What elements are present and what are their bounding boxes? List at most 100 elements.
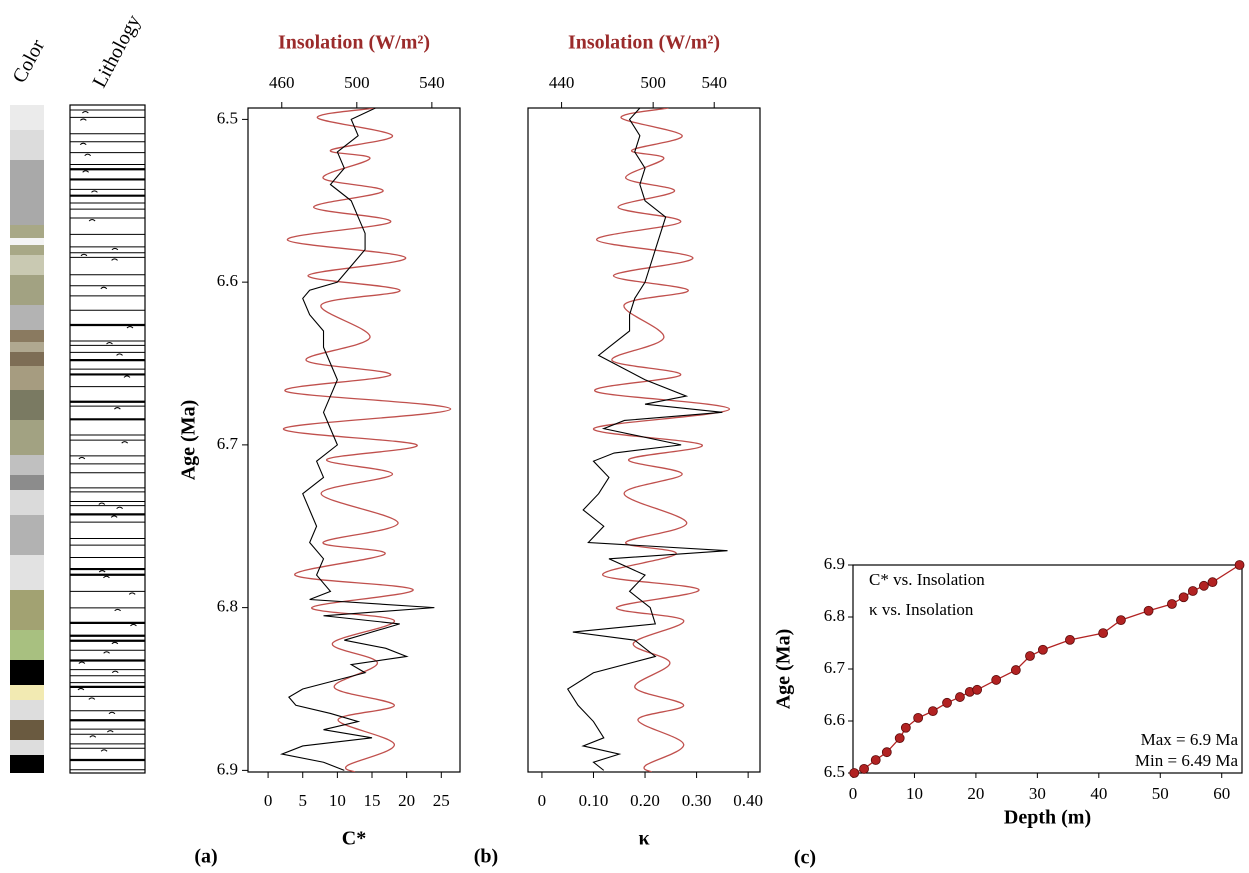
x-tick-label: 10 bbox=[329, 791, 346, 810]
x-axis-label: κ bbox=[638, 828, 649, 850]
x-tick-label: 20 bbox=[967, 784, 984, 803]
color-band bbox=[10, 740, 44, 755]
lithology-symbol bbox=[91, 190, 98, 193]
x2-tick-label: 460 bbox=[269, 73, 295, 92]
color-band bbox=[10, 255, 44, 275]
x2-tick-label: 500 bbox=[640, 73, 666, 92]
data-point bbox=[1116, 615, 1126, 626]
proxy-curve bbox=[279, 108, 435, 771]
y-axis-label: Age (Ma) bbox=[178, 400, 200, 481]
data-point bbox=[1010, 665, 1021, 675]
y-tick-label: 6.5 bbox=[824, 762, 845, 781]
data-point bbox=[1207, 577, 1218, 588]
lithology-symbol bbox=[77, 687, 85, 691]
x-tick-label: 25 bbox=[433, 791, 450, 810]
color-band bbox=[10, 160, 44, 225]
y-tick-label: 6.6 bbox=[217, 271, 238, 290]
lithology-symbol bbox=[103, 575, 110, 579]
data-point bbox=[927, 706, 938, 717]
color-band bbox=[10, 475, 44, 490]
data-point bbox=[913, 712, 924, 723]
data-point bbox=[1178, 592, 1189, 603]
lithology-symbol bbox=[89, 735, 97, 738]
lithology-symbol bbox=[100, 749, 108, 752]
lithology-column-label: Lithology bbox=[89, 11, 145, 91]
x2-tick-label: 440 bbox=[549, 73, 575, 92]
y-tick-label: 6.7 bbox=[824, 658, 846, 677]
x-tick-label: 60 bbox=[1213, 784, 1230, 803]
color-band bbox=[10, 305, 44, 330]
lithology-symbol bbox=[110, 515, 118, 518]
data-point bbox=[1167, 599, 1177, 609]
color-band bbox=[10, 130, 44, 160]
x-tick-label: 50 bbox=[1152, 784, 1169, 803]
color-band bbox=[10, 245, 44, 255]
lithology-symbol bbox=[103, 651, 110, 654]
color-band bbox=[10, 420, 44, 455]
x-tick-label: 30 bbox=[1029, 784, 1046, 803]
data-point bbox=[1143, 605, 1154, 616]
lithology-symbol bbox=[100, 286, 108, 290]
insolation-curve bbox=[282, 108, 452, 772]
color-band bbox=[10, 342, 44, 352]
x-axis-label: Depth (m) bbox=[1004, 807, 1091, 829]
panel-label: (a) bbox=[194, 846, 217, 868]
color-band bbox=[10, 555, 44, 590]
data-point bbox=[1234, 560, 1245, 570]
color-band bbox=[10, 515, 44, 555]
lithology-symbol bbox=[80, 253, 88, 257]
data-point bbox=[881, 747, 892, 758]
color-band bbox=[10, 630, 44, 660]
lithology-symbol bbox=[106, 342, 113, 345]
lithology-symbol bbox=[84, 153, 92, 157]
data-point bbox=[900, 722, 911, 733]
data-point bbox=[955, 692, 965, 702]
y-tick-label: 6.6 bbox=[824, 710, 845, 729]
lithology-symbol bbox=[111, 670, 119, 674]
lithology-symbol bbox=[116, 506, 123, 510]
legend-label: κ vs. Insolation bbox=[869, 600, 974, 619]
panel-label: (b) bbox=[474, 846, 498, 868]
y-tick-label: 6.9 bbox=[217, 759, 238, 778]
data-point bbox=[1065, 634, 1075, 645]
lithology-symbol bbox=[123, 375, 131, 378]
x-tick-label: 40 bbox=[1090, 784, 1107, 803]
y-tick-label: 6.7 bbox=[217, 434, 239, 453]
insolation-curve bbox=[592, 108, 731, 772]
lithology-symbol bbox=[130, 623, 137, 627]
color-band bbox=[10, 660, 44, 685]
color-band bbox=[10, 590, 44, 630]
lithology-symbol bbox=[128, 592, 136, 595]
color-band bbox=[10, 720, 44, 740]
color-band bbox=[10, 225, 44, 238]
y-tick-label: 6.8 bbox=[217, 597, 238, 616]
lithology-symbol bbox=[111, 258, 118, 261]
color-band bbox=[10, 700, 44, 720]
lithology-column bbox=[69, 104, 146, 774]
color-band bbox=[10, 390, 44, 420]
x-tick-label: 0.30 bbox=[682, 791, 712, 810]
annotation: Max = 6.9 Ma bbox=[1141, 730, 1239, 749]
x-tick-label: 5 bbox=[298, 791, 307, 810]
lithology-symbol bbox=[116, 353, 123, 356]
lithology-symbol bbox=[106, 730, 114, 733]
x2-axis-label: Insolation (W/m²) bbox=[568, 32, 720, 54]
proxy-curve bbox=[566, 108, 728, 771]
lithology-symbol bbox=[88, 697, 96, 700]
y-tick-label: 6.5 bbox=[217, 108, 238, 127]
lithology-symbol bbox=[88, 219, 96, 222]
legend-label: C* vs. Insolation bbox=[869, 570, 985, 589]
data-point bbox=[1025, 651, 1035, 661]
data-point bbox=[1037, 644, 1048, 655]
data-point bbox=[870, 755, 881, 765]
x-tick-label: 0 bbox=[849, 784, 858, 803]
data-point bbox=[991, 675, 1002, 685]
lithology-symbol bbox=[79, 118, 87, 121]
color-band bbox=[10, 366, 44, 390]
lithology-symbol bbox=[111, 641, 119, 645]
color-band bbox=[10, 685, 44, 700]
lithology-symbol bbox=[81, 111, 89, 114]
